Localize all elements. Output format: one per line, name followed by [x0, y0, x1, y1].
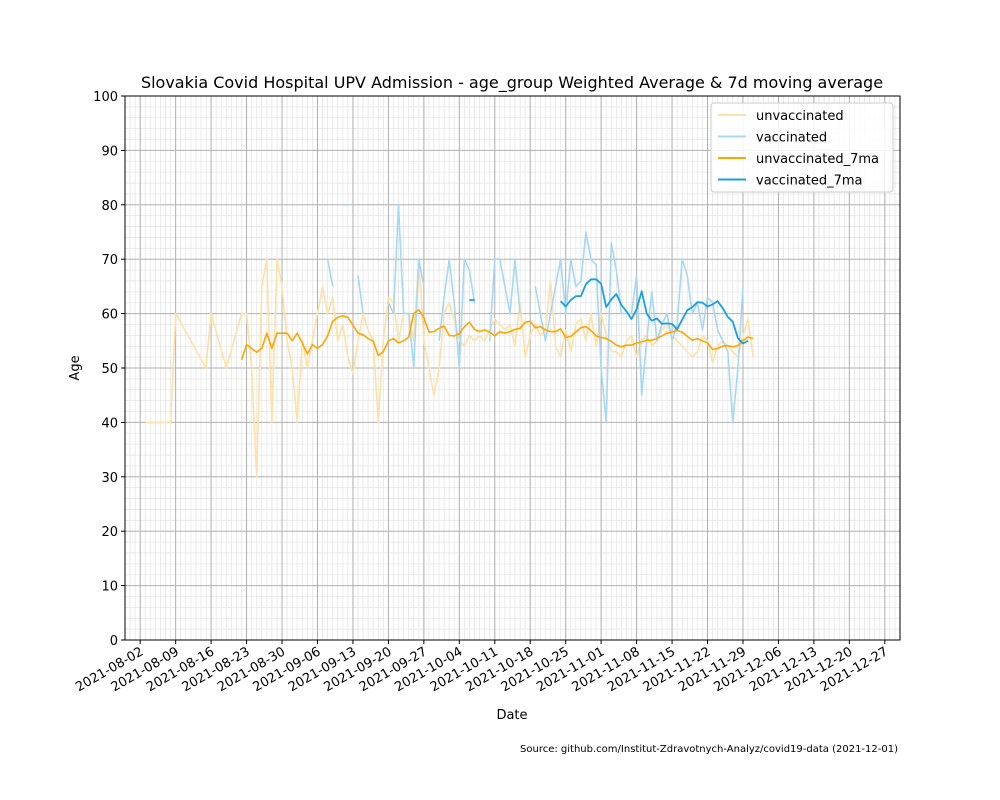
legend-label-vaccinated_7ma: vaccinated_7ma	[756, 174, 863, 189]
x-axis-label: Date	[496, 708, 527, 723]
legend-label-unvaccinated_7ma: unvaccinated_7ma	[756, 152, 879, 167]
y-tick-label: 20	[101, 525, 118, 540]
series-line-vaccinated	[534, 231, 744, 424]
y-tick-label: 10	[101, 580, 118, 595]
y-axis-ticks: 0 10 20 30 40 50 60 70 80 90 100	[93, 90, 125, 649]
series-line-vaccinated	[387, 204, 425, 369]
chart-title: Slovakia Covid Hospital UPV Admission - …	[141, 73, 883, 93]
y-tick-label: 60	[101, 308, 118, 323]
legend-label-unvaccinated: unvaccinated	[756, 109, 844, 124]
series-layer	[145, 204, 754, 478]
y-tick-label: 0	[110, 634, 118, 649]
series-line-vaccinated	[357, 275, 364, 314]
series-line-unvaccinated_7ma	[240, 309, 754, 361]
y-tick-label: 90	[101, 144, 118, 159]
y-tick-label: 80	[101, 199, 118, 214]
legend: unvaccinated vaccinated unvaccinated_7mava…	[710, 102, 894, 193]
y-tick-label: 40	[101, 416, 118, 431]
x-axis-ticks: 2021-08-022021-08-092021-08-162021-08-23…	[73, 640, 891, 695]
y-tick-label: 30	[101, 471, 118, 486]
y-axis-label: Age	[68, 355, 83, 380]
series-line-vaccinated_7ma	[559, 278, 749, 345]
series-line-vaccinated	[488, 258, 521, 341]
y-tick-label: 70	[101, 253, 118, 268]
series-line-vaccinated	[326, 259, 334, 287]
legend-label-vaccinated: vaccinated	[756, 131, 827, 146]
y-tick-label: 100	[93, 90, 118, 105]
source-note: Source: github.com/Institut-Zdravotnych-…	[520, 744, 898, 755]
legend-frame	[710, 102, 894, 193]
y-tick-label: 50	[101, 362, 118, 377]
